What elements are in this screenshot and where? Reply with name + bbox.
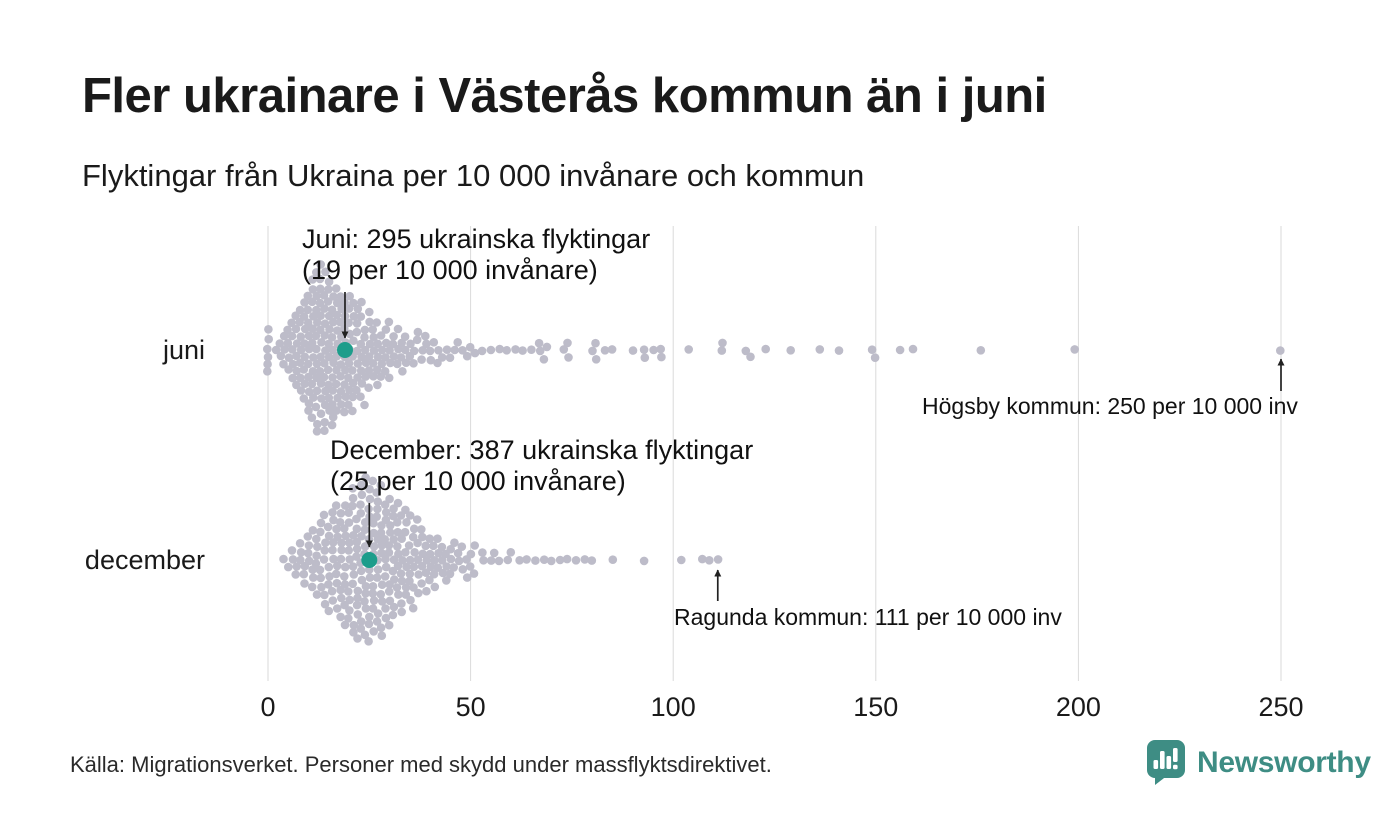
- page-title: Fler ukrainare i Västerås kommun än i ju…: [82, 69, 1047, 123]
- annotation-ragunda-outlier: Ragunda kommun: 111 per 10 000 inv: [674, 604, 1062, 630]
- x-tick-label: 200: [1056, 692, 1101, 722]
- annotation-arrows: [341, 292, 1285, 601]
- chart-subtitle: Flyktingar från Ukraina per 10 000 invån…: [82, 158, 865, 193]
- annotation-juni-highlight: Juni: 295 ukrainska flyktingar (19 per 1…: [302, 224, 650, 286]
- annotation-december-highlight: December: 387 ukrainska flyktingar (25 p…: [330, 435, 753, 497]
- annotation-line-2: (25 per 10 000 invånare): [330, 466, 626, 496]
- row-label-juni: juni: [162, 335, 205, 365]
- newsworthy-icon: [1147, 740, 1185, 785]
- annotation-line-1: Juni: 295 ukrainska flyktingar: [302, 224, 651, 254]
- x-tick-label: 150: [853, 692, 898, 722]
- juni-swarm: [263, 260, 1285, 436]
- x-tick-label: 250: [1258, 692, 1303, 722]
- x-tick-label: 0: [260, 692, 275, 722]
- x-tick-label: 100: [651, 692, 696, 722]
- gridlines: [267, 226, 1282, 681]
- annotation-hogsby-outlier: Högsby kommun: 250 per 10 000 inv: [922, 393, 1298, 419]
- annotation-line-2: (19 per 10 000 invånare): [302, 255, 598, 285]
- newsworthy-wordmark: Newsworthy: [1197, 745, 1371, 779]
- row-label-december: december: [84, 545, 205, 575]
- december-swarm: [279, 473, 723, 646]
- newsworthy-logo: Newsworthy: [1146, 739, 1371, 786]
- highlight-dots: [336, 342, 378, 568]
- x-tick-label: 50: [456, 692, 486, 722]
- x-axis-ticks: 0 50 100 150 200 250: [260, 692, 1303, 722]
- annotation-line-1: December: 387 ukrainska flyktingar: [330, 435, 754, 465]
- source-note: Källa: Migrationsverket. Personer med sk…: [70, 752, 772, 777]
